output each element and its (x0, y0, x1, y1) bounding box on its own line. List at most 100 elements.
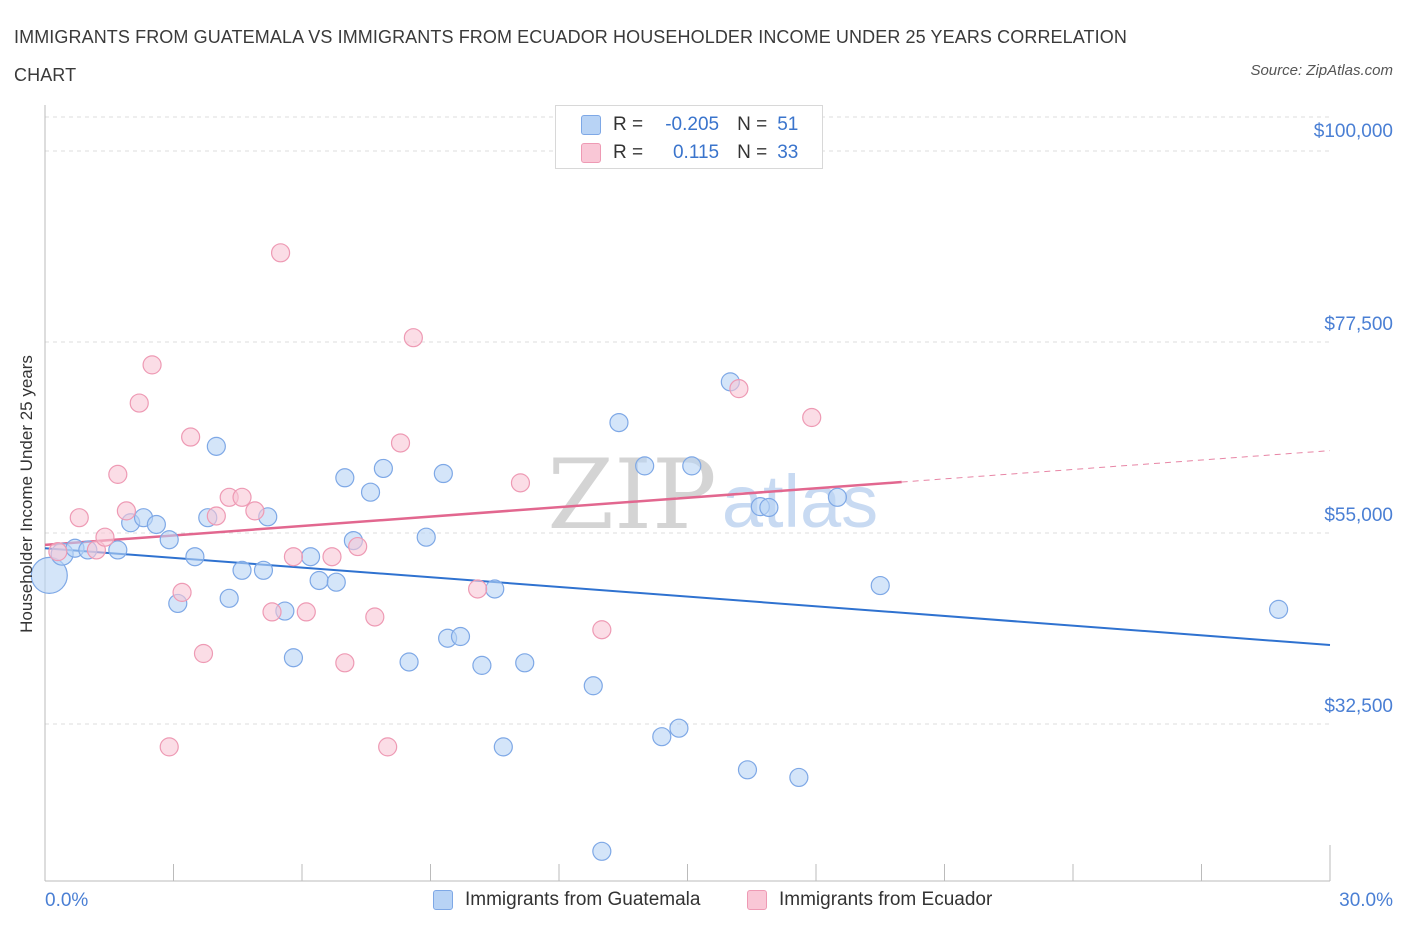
data-point (69, 508, 89, 528)
data-point (450, 626, 471, 647)
n-value: 51 (777, 114, 799, 135)
r-label: R = (613, 114, 644, 135)
data-point (669, 718, 689, 738)
data-point (300, 547, 321, 567)
data-point (348, 536, 368, 557)
y-tick-label: $32,500 (1324, 696, 1393, 717)
data-point (737, 760, 758, 780)
data-point (159, 530, 179, 550)
chart-title: IMMIGRANTS FROM GUATEMALA VS IMMIGRANTS … (14, 27, 1127, 85)
data-point (48, 542, 68, 562)
data-point (30, 556, 68, 595)
data-point (870, 575, 890, 596)
r-label: R = (613, 142, 644, 163)
legend-swatch-blue (433, 890, 453, 910)
x-tick-label: 30.0% (1339, 890, 1393, 911)
watermark-atlas: atlas (722, 460, 878, 543)
data-point (283, 547, 304, 567)
correlation-legend: R = -0.205 N = 51 R = 0.115 N = 33 (555, 105, 823, 169)
data-point (472, 655, 492, 675)
data-point (493, 737, 513, 757)
data-point (802, 407, 822, 428)
data-point (592, 841, 612, 861)
data-point (635, 456, 655, 476)
data-point (232, 487, 252, 507)
legend-item-guatemala[interactable]: Immigrants from Guatemala (433, 889, 700, 911)
data-point (335, 653, 355, 673)
data-point (390, 433, 411, 453)
y-tick-label: $55,000 (1324, 505, 1393, 526)
data-point (652, 727, 672, 747)
data-point (296, 602, 316, 622)
trend-line-extension (901, 450, 1331, 483)
data-point (729, 379, 749, 399)
data-point (403, 328, 423, 348)
data-point (181, 427, 201, 447)
data-point (142, 355, 162, 375)
data-point (373, 458, 393, 479)
data-point (185, 547, 205, 567)
data-point (108, 464, 128, 484)
data-point (206, 436, 226, 456)
data-point (270, 243, 291, 263)
x-tick-label: 0.0% (45, 890, 89, 911)
data-point (193, 643, 214, 664)
data-point (789, 767, 809, 788)
legend-swatch-blue (581, 115, 601, 135)
data-point (433, 463, 453, 484)
data-point (253, 560, 274, 580)
data-point (399, 652, 419, 672)
legend-label: Immigrants from Guatemala (465, 889, 701, 910)
series-legend: Immigrants from Guatemala Immigrants fro… (0, 889, 1406, 915)
n-label: N = (737, 142, 768, 163)
data-point (283, 648, 304, 668)
data-point (609, 413, 629, 433)
data-point (326, 572, 346, 592)
data-point (219, 588, 239, 608)
data-point (1268, 599, 1289, 619)
data-point (827, 487, 848, 507)
legend-item-ecuador[interactable]: Immigrants from Ecuador (747, 889, 992, 911)
data-point (262, 602, 282, 622)
data-point (759, 497, 779, 518)
r-value: -0.205 (665, 114, 720, 135)
grid-lines (45, 116, 1330, 725)
data-points (30, 243, 1289, 861)
n-value: 33 (777, 142, 799, 163)
data-point (146, 514, 166, 535)
data-point (365, 607, 385, 627)
data-point (378, 737, 398, 757)
data-point (245, 501, 265, 521)
data-point (335, 468, 355, 488)
legend-swatch-pink (581, 143, 601, 163)
data-point (95, 527, 115, 547)
y-axis-label: Householder Income Under 25 years (17, 355, 36, 633)
data-point (682, 456, 702, 476)
data-point (159, 737, 179, 757)
data-point (116, 501, 136, 521)
trend-line (44, 480, 902, 547)
data-point (108, 540, 128, 560)
data-point (416, 527, 436, 547)
data-point (510, 473, 531, 493)
source-label: Source: ZipAtlas.com (1250, 62, 1393, 79)
watermark-zip: ZIP (547, 439, 716, 551)
data-point (322, 547, 342, 567)
data-point (232, 560, 252, 580)
data-point (206, 506, 226, 526)
legend-swatch-pink (747, 890, 767, 910)
data-point (360, 482, 381, 502)
y-tick-label: $77,500 (1324, 314, 1393, 335)
legend-row-guatemala: R = -0.205 N = 51 (581, 113, 798, 137)
legend-label: Immigrants from Ecuador (779, 889, 993, 910)
legend-row-ecuador: R = 0.115 N = 33 (581, 141, 798, 165)
axes (44, 105, 1331, 882)
data-point (592, 620, 612, 640)
data-point (485, 579, 505, 599)
data-point (172, 582, 192, 602)
data-point (309, 570, 329, 591)
data-point (468, 579, 488, 599)
y-tick-label: $100,000 (1313, 121, 1393, 142)
n-label: N = (737, 114, 768, 135)
r-value: 0.115 (672, 142, 720, 163)
